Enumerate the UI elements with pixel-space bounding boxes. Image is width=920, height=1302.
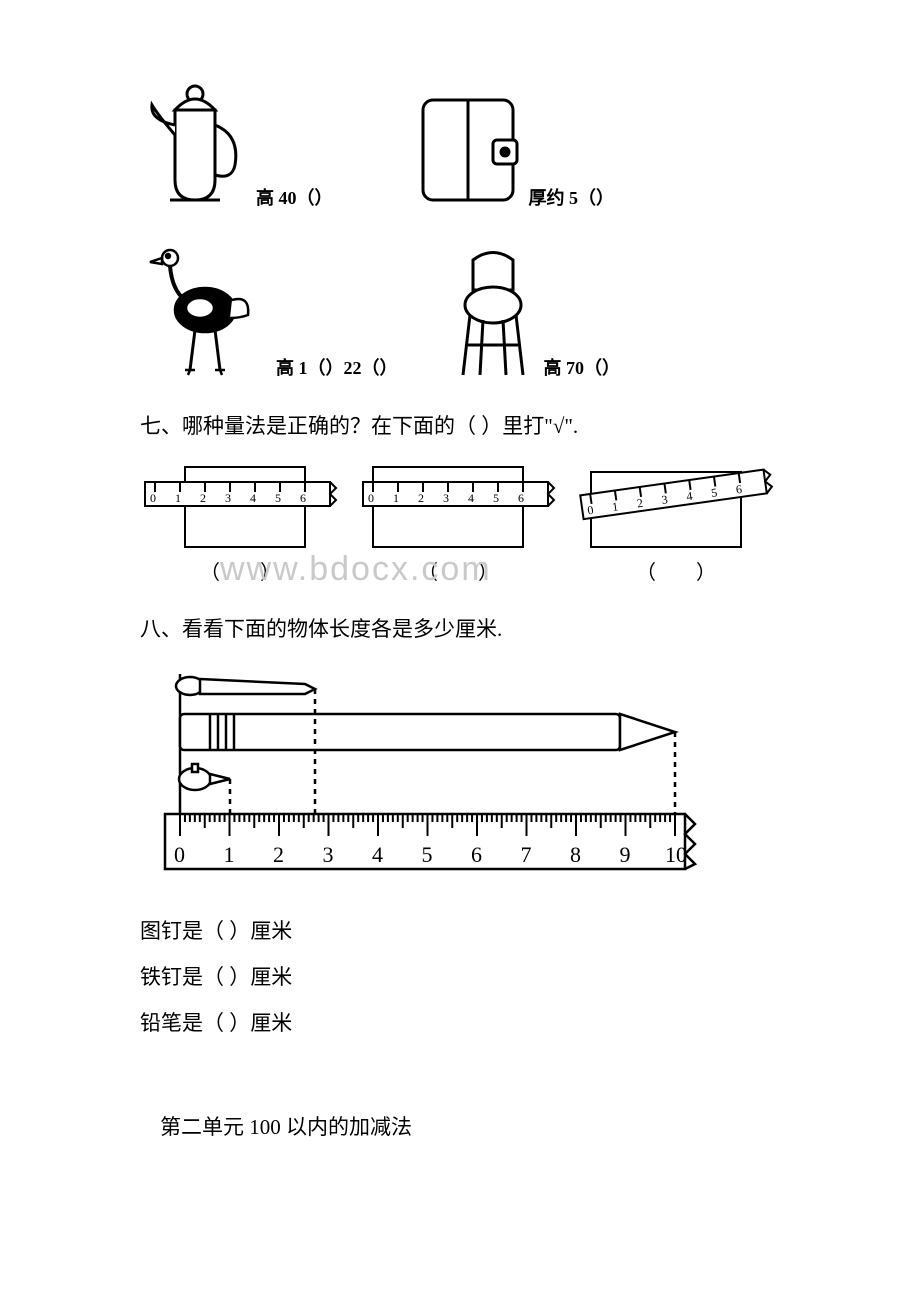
svg-text:5: 5 (422, 842, 433, 867)
svg-text:1: 1 (175, 491, 181, 505)
stool-prefix: 高 70（ (544, 358, 603, 378)
q8-line-pencil: 铅笔是（ ）厘米 (140, 1006, 780, 1042)
wallet-icon (413, 90, 523, 210)
ruler-option-1-icon: 0 1 2 3 4 5 6 (140, 462, 340, 552)
q7-option-1: 0 1 2 3 4 5 6 (140, 462, 340, 552)
teapot-icon (140, 80, 250, 210)
svg-text:3: 3 (225, 491, 231, 505)
q7-paren-row: www.bdocx.com （ ） （ ） （ ） (140, 556, 780, 585)
teapot-suffix: ） (315, 188, 333, 208)
svg-text:0: 0 (368, 491, 374, 505)
ruler-option-3-icon: 012 345 6 (576, 462, 776, 552)
svg-text:4: 4 (250, 491, 256, 505)
stool-icon (448, 250, 538, 380)
q7-options: 0 1 2 3 4 5 6 (140, 462, 780, 552)
svg-text:7: 7 (521, 842, 532, 867)
teapot-label: 高 40（） (256, 184, 333, 210)
svg-text:1: 1 (393, 491, 399, 505)
stool-item: 高 70（） (448, 250, 621, 380)
svg-text:8: 8 (570, 842, 581, 867)
q8-heading: 八、看看下面的物体长度各是多少厘米. (140, 613, 780, 647)
svg-text:0: 0 (150, 491, 156, 505)
watermark: www.bdocx.com (220, 550, 492, 589)
svg-text:9: 9 (620, 842, 631, 867)
svg-text:0: 0 (174, 842, 185, 867)
q8-line-nail: 铁钉是（ ）厘米 (140, 960, 780, 996)
wallet-label: 厚约 5（） (529, 184, 615, 210)
svg-text:2: 2 (200, 491, 206, 505)
svg-text:4: 4 (372, 842, 383, 867)
svg-text:1: 1 (224, 842, 235, 867)
svg-text:6: 6 (300, 491, 306, 505)
svg-text:4: 4 (468, 491, 474, 505)
teapot-item: 高 40（） (140, 80, 333, 210)
ostrich-suffix: ） (380, 358, 398, 378)
unit2-title: 第二单元 100 以内的加减法 (160, 1111, 780, 1141)
svg-text:2: 2 (273, 842, 284, 867)
teapot-prefix: 高 40（ (256, 188, 315, 208)
q6-row-1: 高 40（） 厚约 5（） (140, 80, 780, 210)
q7-paren-3: （ ） (576, 556, 776, 585)
wallet-item: 厚约 5（） (413, 90, 615, 210)
stool-suffix: ） (602, 358, 620, 378)
ostrich-mid: ）22（ (326, 358, 380, 378)
svg-text:3: 3 (443, 491, 449, 505)
svg-text:10: 10 (665, 842, 687, 867)
ostrich-item: 高 1（）22（） (140, 240, 398, 380)
ostrich-prefix: 高 1（ (276, 358, 326, 378)
svg-text:5: 5 (493, 491, 499, 505)
wallet-prefix: 厚约 5（ (529, 188, 597, 208)
svg-text:3: 3 (323, 842, 334, 867)
q8-figure: 0 1 2 3 4 5 6 7 8 9 10 (140, 664, 700, 904)
stool-label: 高 70（） (544, 354, 621, 380)
q7-heading: 七、哪种量法是正确的？在下面的（ ）里打"√". (140, 410, 780, 444)
svg-text:6: 6 (471, 842, 482, 867)
ostrich-icon (140, 240, 270, 380)
ruler-option-2-icon: 0 1 2 3 4 5 6 (358, 462, 558, 552)
q6-row-2: 高 1（）22（） 高 70 (140, 240, 780, 380)
wallet-suffix: ） (596, 188, 614, 208)
svg-text:2: 2 (418, 491, 424, 505)
svg-text:6: 6 (518, 491, 524, 505)
svg-text:5: 5 (275, 491, 281, 505)
q8-line-thumbtack: 图钉是（ ）厘米 (140, 914, 780, 950)
q7-option-3: 012 345 6 (576, 462, 776, 552)
q7-option-2: 0 1 2 3 4 5 6 (358, 462, 558, 552)
ostrich-label: 高 1（）22（） (276, 354, 398, 380)
